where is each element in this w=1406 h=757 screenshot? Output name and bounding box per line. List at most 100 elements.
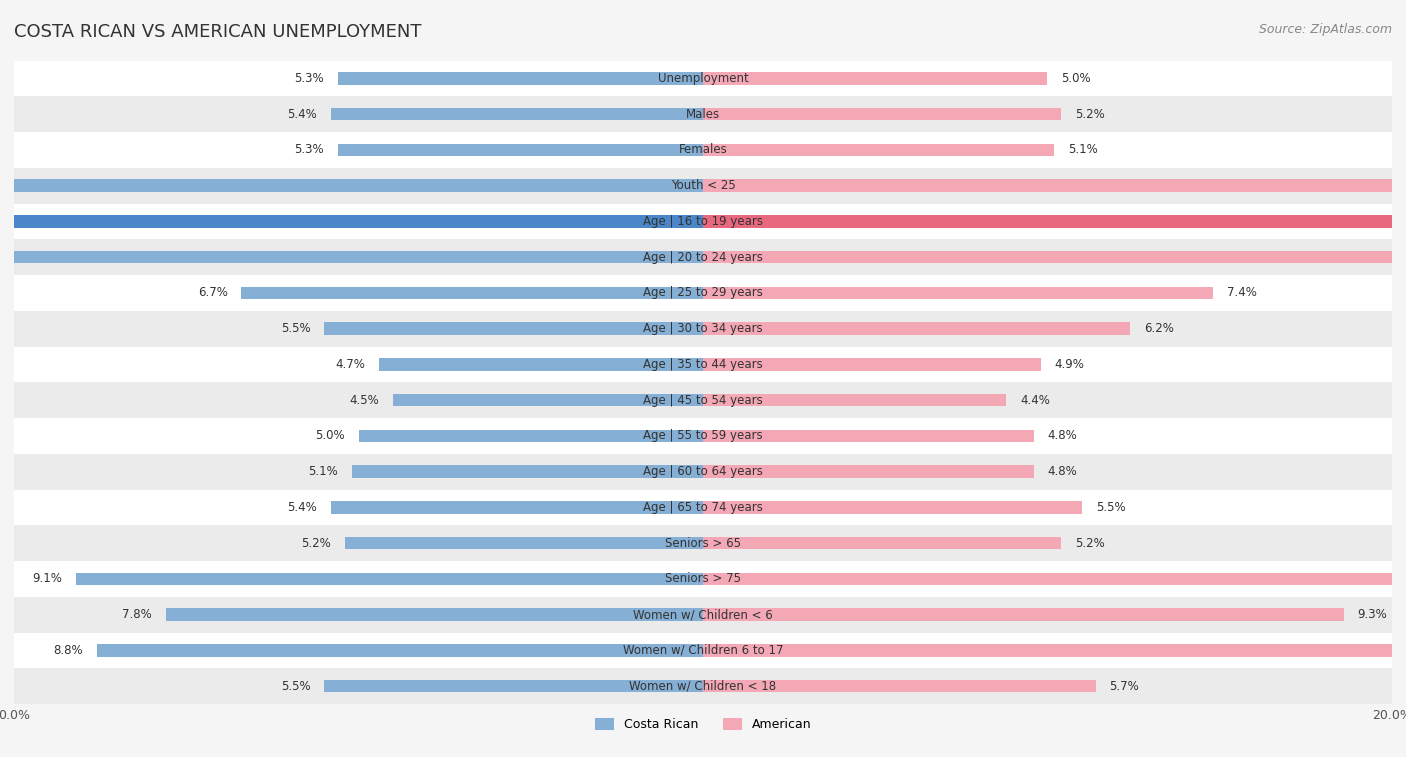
Text: Women w/ Children < 18: Women w/ Children < 18 bbox=[630, 680, 776, 693]
Bar bbox=[703, 430, 1033, 442]
Text: 5.2%: 5.2% bbox=[1076, 107, 1105, 120]
Text: Youth < 25: Youth < 25 bbox=[671, 179, 735, 192]
Bar bbox=[703, 215, 1406, 228]
Bar bbox=[14, 168, 1392, 204]
Bar bbox=[703, 466, 1033, 478]
Text: 5.3%: 5.3% bbox=[294, 143, 325, 157]
Bar bbox=[703, 501, 1083, 514]
Text: 6.7%: 6.7% bbox=[198, 286, 228, 300]
Text: Age | 20 to 24 years: Age | 20 to 24 years bbox=[643, 251, 763, 263]
Bar bbox=[703, 72, 1047, 85]
Text: COSTA RICAN VS AMERICAN UNEMPLOYMENT: COSTA RICAN VS AMERICAN UNEMPLOYMENT bbox=[14, 23, 422, 41]
Bar bbox=[323, 322, 703, 335]
Bar bbox=[703, 644, 1406, 656]
Bar bbox=[14, 61, 1392, 96]
Bar bbox=[14, 382, 1392, 418]
Bar bbox=[323, 680, 703, 693]
Bar bbox=[242, 287, 703, 299]
Bar bbox=[703, 609, 1344, 621]
Bar bbox=[0, 215, 703, 228]
Bar bbox=[0, 251, 703, 263]
Bar bbox=[359, 430, 703, 442]
Bar bbox=[330, 501, 703, 514]
Text: 4.9%: 4.9% bbox=[1054, 358, 1084, 371]
Text: Age | 45 to 54 years: Age | 45 to 54 years bbox=[643, 394, 763, 407]
Bar bbox=[703, 108, 1062, 120]
Text: 5.1%: 5.1% bbox=[1069, 143, 1098, 157]
Bar bbox=[337, 144, 703, 156]
Text: 5.5%: 5.5% bbox=[281, 680, 311, 693]
Text: 5.7%: 5.7% bbox=[1109, 680, 1139, 693]
Text: 5.5%: 5.5% bbox=[1095, 501, 1125, 514]
Bar bbox=[703, 322, 1130, 335]
Text: 8.8%: 8.8% bbox=[53, 644, 83, 657]
Text: 4.4%: 4.4% bbox=[1019, 394, 1050, 407]
Bar bbox=[97, 644, 703, 656]
Text: 4.8%: 4.8% bbox=[1047, 465, 1077, 478]
Bar bbox=[703, 144, 1054, 156]
Text: 6.2%: 6.2% bbox=[1144, 322, 1174, 335]
Text: 4.8%: 4.8% bbox=[1047, 429, 1077, 442]
Text: Males: Males bbox=[686, 107, 720, 120]
Text: Age | 65 to 74 years: Age | 65 to 74 years bbox=[643, 501, 763, 514]
Bar bbox=[0, 179, 703, 192]
Bar bbox=[703, 572, 1406, 585]
Text: Age | 35 to 44 years: Age | 35 to 44 years bbox=[643, 358, 763, 371]
Text: 7.4%: 7.4% bbox=[1226, 286, 1257, 300]
Bar bbox=[703, 394, 1007, 407]
Bar bbox=[380, 358, 703, 371]
Text: 5.2%: 5.2% bbox=[301, 537, 330, 550]
Bar bbox=[166, 609, 703, 621]
Bar bbox=[14, 96, 1392, 132]
Bar bbox=[352, 466, 703, 478]
Bar bbox=[14, 275, 1392, 311]
Bar bbox=[337, 72, 703, 85]
Bar bbox=[14, 561, 1392, 597]
Bar bbox=[14, 525, 1392, 561]
Bar bbox=[703, 537, 1062, 550]
Text: 5.1%: 5.1% bbox=[308, 465, 337, 478]
Bar bbox=[703, 287, 1213, 299]
Text: 9.3%: 9.3% bbox=[1358, 608, 1388, 621]
Bar bbox=[14, 490, 1392, 525]
Bar bbox=[76, 572, 703, 585]
Bar bbox=[392, 394, 703, 407]
Text: 7.8%: 7.8% bbox=[122, 608, 152, 621]
Bar bbox=[14, 453, 1392, 490]
Text: Age | 25 to 29 years: Age | 25 to 29 years bbox=[643, 286, 763, 300]
Legend: Costa Rican, American: Costa Rican, American bbox=[589, 713, 817, 737]
Text: 5.4%: 5.4% bbox=[287, 107, 318, 120]
Bar bbox=[703, 179, 1406, 192]
Bar bbox=[14, 204, 1392, 239]
Text: Source: ZipAtlas.com: Source: ZipAtlas.com bbox=[1258, 23, 1392, 36]
Text: 5.0%: 5.0% bbox=[1062, 72, 1091, 85]
Bar bbox=[14, 418, 1392, 453]
Bar bbox=[703, 680, 1095, 693]
Text: Age | 55 to 59 years: Age | 55 to 59 years bbox=[643, 429, 763, 442]
Bar bbox=[14, 668, 1392, 704]
Bar bbox=[14, 347, 1392, 382]
Bar bbox=[330, 108, 703, 120]
Text: Females: Females bbox=[679, 143, 727, 157]
Bar bbox=[703, 358, 1040, 371]
Bar bbox=[14, 132, 1392, 168]
Text: Women w/ Children 6 to 17: Women w/ Children 6 to 17 bbox=[623, 644, 783, 657]
Text: Unemployment: Unemployment bbox=[658, 72, 748, 85]
Text: 5.0%: 5.0% bbox=[315, 429, 344, 442]
Text: 9.1%: 9.1% bbox=[32, 572, 62, 585]
Text: 5.4%: 5.4% bbox=[287, 501, 318, 514]
Text: Seniors > 65: Seniors > 65 bbox=[665, 537, 741, 550]
Bar bbox=[14, 239, 1392, 275]
Text: Women w/ Children < 6: Women w/ Children < 6 bbox=[633, 608, 773, 621]
Text: Age | 30 to 34 years: Age | 30 to 34 years bbox=[643, 322, 763, 335]
Text: Age | 60 to 64 years: Age | 60 to 64 years bbox=[643, 465, 763, 478]
Text: 4.7%: 4.7% bbox=[336, 358, 366, 371]
Bar bbox=[703, 251, 1406, 263]
Text: 5.3%: 5.3% bbox=[294, 72, 325, 85]
Text: 4.5%: 4.5% bbox=[350, 394, 380, 407]
Text: Seniors > 75: Seniors > 75 bbox=[665, 572, 741, 585]
Text: 5.2%: 5.2% bbox=[1076, 537, 1105, 550]
Text: Age | 16 to 19 years: Age | 16 to 19 years bbox=[643, 215, 763, 228]
Text: 5.5%: 5.5% bbox=[281, 322, 311, 335]
Bar bbox=[14, 597, 1392, 633]
